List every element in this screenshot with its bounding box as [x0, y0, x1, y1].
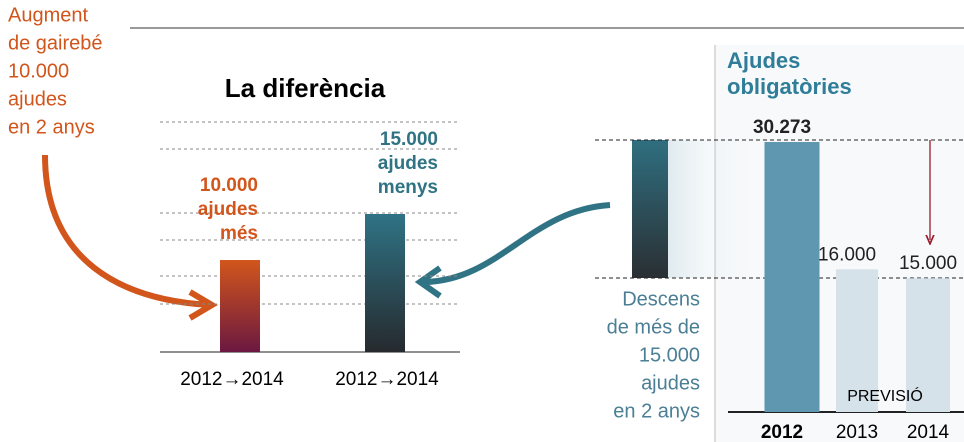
- value-label-note: més: [220, 223, 258, 244]
- bar: [765, 142, 820, 412]
- annotation: PREVISIÓ: [847, 386, 923, 405]
- x-tick-label: 2013: [836, 422, 878, 442]
- bar: [220, 260, 260, 352]
- chart-title: Ajudes: [727, 48, 800, 73]
- arrow: [45, 155, 210, 305]
- infographic: Augment de gairebé 10.000 ajudes en 2 anys De…: [0, 0, 964, 442]
- bar: [365, 214, 405, 352]
- chart-title: obligatòries: [727, 74, 852, 99]
- x-tick-label: 2012→2014: [180, 369, 284, 390]
- note: ajudes: [8, 88, 67, 110]
- value-label: 15.000: [899, 253, 957, 274]
- value-label: 30.273: [753, 117, 811, 138]
- chart-title: La diferència: [225, 73, 386, 103]
- note: Augment: [8, 4, 88, 26]
- value-label-note: ajudes: [198, 199, 258, 220]
- value-label: 16.000: [818, 244, 876, 265]
- note: de gairebé: [8, 32, 103, 54]
- note: 10.000: [8, 60, 69, 82]
- value-label: 15.000: [380, 129, 438, 150]
- value-label-note: ajudes: [378, 153, 438, 174]
- note: de més de: [607, 316, 700, 338]
- difference-bar: [632, 140, 668, 278]
- note: ajudes: [641, 372, 700, 394]
- value-label-note: menys: [378, 177, 438, 198]
- value-label: 10.000: [200, 175, 258, 196]
- note: en 2 anys: [613, 400, 700, 422]
- x-tick-label: 2014: [907, 422, 950, 442]
- note: Descens: [622, 288, 700, 310]
- x-tick-label: 2012→2014: [335, 369, 439, 390]
- note: en 2 anys: [8, 116, 95, 138]
- note: 15.000: [639, 344, 700, 366]
- arrow: [425, 205, 610, 282]
- x-tick-label: 2012: [761, 422, 803, 442]
